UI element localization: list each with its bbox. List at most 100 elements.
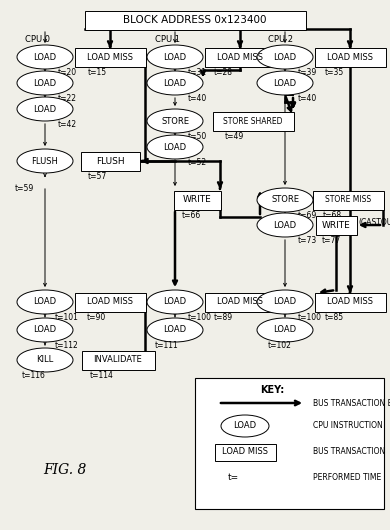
Ellipse shape — [17, 290, 73, 314]
Text: t=114: t=114 — [90, 371, 114, 380]
Text: t=52: t=52 — [188, 158, 207, 167]
Text: t=31: t=31 — [188, 68, 207, 77]
Text: LOAD MISS: LOAD MISS — [327, 297, 373, 306]
Text: BLOCK ADDRESS 0x123400: BLOCK ADDRESS 0x123400 — [123, 15, 267, 25]
Ellipse shape — [221, 415, 269, 437]
Text: LOAD: LOAD — [163, 78, 186, 87]
Text: t=28: t=28 — [214, 68, 233, 77]
Text: CPU 1: CPU 1 — [155, 36, 180, 45]
Text: t=77: t=77 — [322, 236, 341, 245]
Text: LOAD: LOAD — [273, 52, 296, 61]
Text: LOAD MISS: LOAD MISS — [217, 297, 263, 306]
Text: FLUSH: FLUSH — [96, 156, 124, 165]
Text: LOAD: LOAD — [163, 325, 186, 334]
Text: t=39: t=39 — [298, 68, 317, 77]
Ellipse shape — [147, 45, 203, 69]
Text: BUS TRANSACTION: BUS TRANSACTION — [313, 447, 385, 456]
FancyBboxPatch shape — [314, 48, 385, 66]
Text: CPU 2: CPU 2 — [268, 36, 293, 45]
Text: t=50: t=50 — [188, 132, 207, 141]
Text: t=40: t=40 — [188, 94, 207, 103]
Text: t=89: t=89 — [214, 313, 233, 322]
Text: WRITE: WRITE — [322, 220, 350, 229]
Ellipse shape — [17, 45, 73, 69]
Text: LOAD: LOAD — [234, 421, 257, 430]
FancyBboxPatch shape — [213, 111, 294, 130]
Text: t=100: t=100 — [188, 313, 212, 322]
Text: t=100: t=100 — [298, 313, 322, 322]
Text: WRITE: WRITE — [183, 196, 211, 205]
Text: KEY:: KEY: — [260, 385, 284, 395]
Text: t=69: t=69 — [298, 211, 317, 220]
FancyBboxPatch shape — [312, 190, 383, 209]
Text: t=68: t=68 — [323, 211, 342, 220]
Ellipse shape — [257, 318, 313, 342]
Text: t=112: t=112 — [55, 341, 79, 350]
Text: LOAD: LOAD — [34, 325, 57, 334]
FancyBboxPatch shape — [204, 48, 275, 66]
Ellipse shape — [147, 71, 203, 95]
Text: t=42: t=42 — [58, 120, 77, 129]
FancyBboxPatch shape — [74, 293, 145, 312]
Ellipse shape — [17, 71, 73, 95]
Text: CPU 0: CPU 0 — [25, 36, 50, 45]
Text: LOAD: LOAD — [273, 325, 296, 334]
Text: LOAD: LOAD — [34, 297, 57, 306]
Text: t=22: t=22 — [58, 94, 77, 103]
Ellipse shape — [257, 71, 313, 95]
Text: t=102: t=102 — [268, 341, 292, 350]
Text: t=20: t=20 — [58, 68, 77, 77]
Ellipse shape — [257, 213, 313, 237]
Text: LOAD MISS: LOAD MISS — [87, 297, 133, 306]
Text: LOAD: LOAD — [34, 104, 57, 113]
Text: LOAD: LOAD — [273, 78, 296, 87]
Ellipse shape — [147, 135, 203, 159]
Text: t=66: t=66 — [182, 211, 201, 220]
Text: LOAD: LOAD — [163, 143, 186, 152]
Text: t=111: t=111 — [155, 341, 179, 350]
Text: t=40: t=40 — [298, 94, 317, 103]
Text: LOAD: LOAD — [273, 220, 296, 229]
Ellipse shape — [147, 290, 203, 314]
Text: LOAD MISS: LOAD MISS — [217, 52, 263, 61]
Text: t=116: t=116 — [22, 371, 46, 380]
Text: LOAD: LOAD — [163, 297, 186, 306]
Text: LOAD: LOAD — [34, 52, 57, 61]
Text: LOAD: LOAD — [34, 78, 57, 87]
Ellipse shape — [257, 188, 313, 212]
Ellipse shape — [147, 318, 203, 342]
Text: t=15: t=15 — [88, 68, 107, 77]
Text: t=: t= — [228, 473, 239, 482]
Text: LOAD: LOAD — [273, 297, 296, 306]
Text: STORE SHARED: STORE SHARED — [223, 117, 283, 126]
FancyBboxPatch shape — [74, 48, 145, 66]
Text: (CASTOUT): (CASTOUT) — [358, 217, 390, 226]
Text: t=90: t=90 — [87, 313, 106, 322]
FancyBboxPatch shape — [174, 190, 220, 209]
Ellipse shape — [17, 149, 73, 173]
FancyBboxPatch shape — [82, 350, 154, 369]
Ellipse shape — [17, 348, 73, 372]
Text: STORE: STORE — [271, 196, 299, 205]
Text: STORE MISS: STORE MISS — [325, 196, 371, 205]
Text: t=49: t=49 — [225, 132, 244, 141]
FancyBboxPatch shape — [204, 293, 275, 312]
Text: t=101: t=101 — [55, 313, 79, 322]
Text: CPU INSTRUCTION: CPU INSTRUCTION — [313, 421, 383, 430]
FancyBboxPatch shape — [215, 444, 275, 461]
Text: INVALIDATE: INVALIDATE — [94, 356, 142, 365]
Text: LOAD MISS: LOAD MISS — [327, 52, 373, 61]
Text: LOAD: LOAD — [163, 52, 186, 61]
FancyBboxPatch shape — [80, 152, 140, 171]
Ellipse shape — [257, 290, 313, 314]
Text: STORE: STORE — [161, 117, 189, 126]
Text: t=35: t=35 — [325, 68, 344, 77]
Ellipse shape — [17, 97, 73, 121]
Text: KILL: KILL — [36, 356, 54, 365]
Text: BUS TRANSACTION EDGE: BUS TRANSACTION EDGE — [313, 399, 390, 408]
Text: t=59: t=59 — [15, 184, 34, 193]
FancyBboxPatch shape — [316, 216, 356, 234]
Text: t=73: t=73 — [298, 236, 317, 245]
Text: LOAD MISS: LOAD MISS — [222, 447, 268, 456]
Text: FIG. 8: FIG. 8 — [43, 463, 87, 477]
